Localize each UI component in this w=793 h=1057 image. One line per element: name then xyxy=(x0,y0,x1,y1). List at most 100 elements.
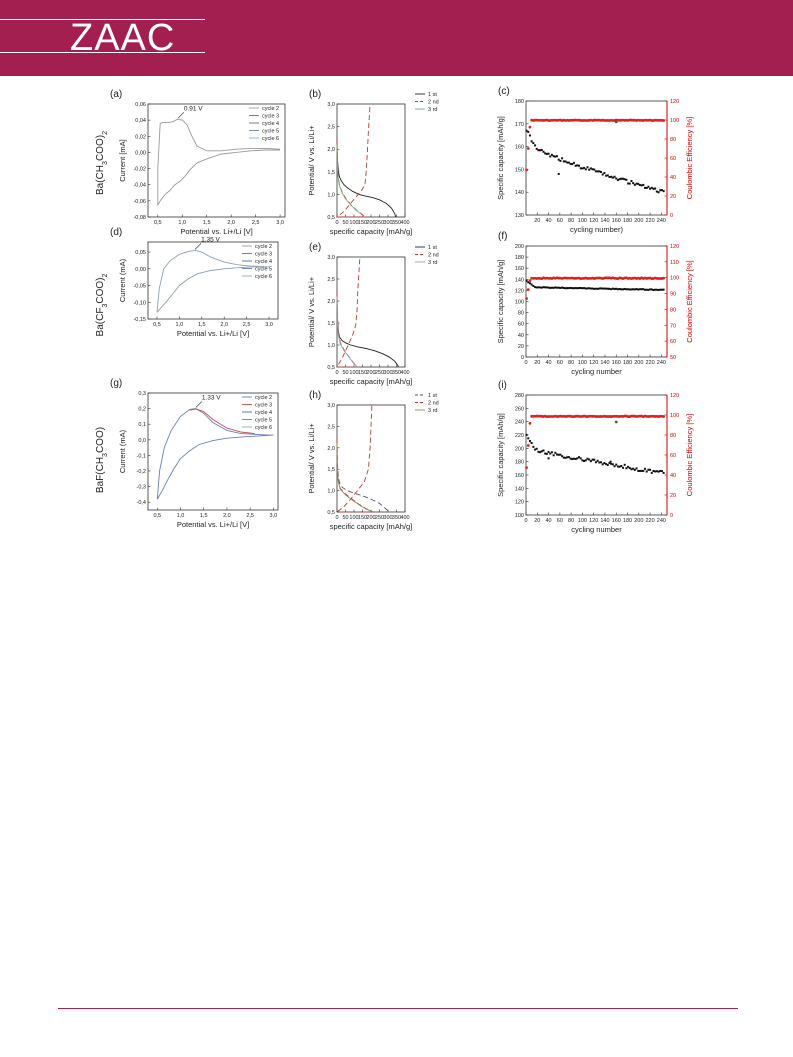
y2-tick-label: 50 xyxy=(670,355,676,361)
y-tick-label: 180 xyxy=(515,99,524,105)
efficiency-point xyxy=(528,421,532,425)
capacity-point xyxy=(635,182,638,185)
capacity-point xyxy=(544,286,547,289)
capacity-point xyxy=(549,452,552,455)
capacity-point xyxy=(554,451,557,454)
capacity-point xyxy=(659,469,662,472)
x-tick-label: 240 xyxy=(657,218,666,224)
capacity-point xyxy=(561,157,564,160)
capacity-point xyxy=(534,286,537,289)
y-tick-label: 0 xyxy=(521,355,524,361)
legend-label: cycle 4 xyxy=(262,121,279,127)
capacity-point xyxy=(632,288,635,291)
capacity-point xyxy=(547,152,550,155)
capacity-point xyxy=(574,287,577,290)
capacity-point xyxy=(530,140,533,143)
plot-frame xyxy=(147,103,286,218)
capacity-point xyxy=(571,163,574,166)
legend-label: 2 nd xyxy=(428,253,439,259)
capacity-point xyxy=(623,463,626,466)
capacity-point xyxy=(579,167,582,170)
x-tick-label: 100 xyxy=(349,515,358,521)
capacity-point xyxy=(569,162,572,165)
capacity-point xyxy=(528,440,531,443)
y-tick-label: 2,0 xyxy=(327,299,335,305)
x-tick-label: 60 xyxy=(557,360,563,366)
capacity-point xyxy=(537,450,540,453)
y-tick-label: 80 xyxy=(518,311,524,317)
y-tick-label: -0,04 xyxy=(133,183,146,189)
capacity-point xyxy=(545,452,548,455)
x-tick-label: 20 xyxy=(534,360,540,366)
y-tick-label: 3,0 xyxy=(327,403,335,409)
capacity-point xyxy=(545,152,548,155)
efficiency-point xyxy=(526,147,530,150)
capacity-point xyxy=(550,286,553,289)
capacity-point xyxy=(650,186,653,189)
capacity-point xyxy=(659,288,662,291)
capacity-point xyxy=(606,174,609,177)
capacity-point xyxy=(627,182,630,185)
capacity-point xyxy=(567,287,570,290)
capacity-point xyxy=(593,168,596,171)
capacity-point xyxy=(566,161,569,164)
capacity-point xyxy=(600,461,603,464)
capacity-point xyxy=(600,287,603,290)
row-label: Ba(CH3COO)2 xyxy=(95,131,109,195)
x-tick-label: 2,5 xyxy=(252,220,260,226)
capacity-point xyxy=(601,463,604,466)
capacity-point xyxy=(567,161,570,164)
capacity-point xyxy=(642,183,645,186)
capacity-point xyxy=(534,144,537,147)
y2-tick-label: 120 xyxy=(670,99,679,105)
capacity-point xyxy=(542,150,545,153)
panel-f: (f)0 20 40 60 80 100 120 140 160 180 200 220 2400204… xyxy=(496,231,694,376)
capacity-point xyxy=(662,471,665,474)
x-tick-label: 3,0 xyxy=(265,322,273,328)
row-label: BaF(CH3COO) xyxy=(95,427,109,493)
capacity-point xyxy=(608,175,611,178)
capacity-point xyxy=(630,180,633,183)
capacity-point xyxy=(572,457,575,460)
capacity-point xyxy=(611,287,614,290)
legend-label: cycle 5 xyxy=(255,418,272,424)
capacity-point xyxy=(635,467,638,470)
y-tick-label: 0,04 xyxy=(135,118,146,124)
capacity-point xyxy=(539,149,542,152)
capacity-point xyxy=(610,175,613,178)
capacity-point xyxy=(578,456,581,459)
plot-frame xyxy=(336,256,406,368)
series-line-2-nd xyxy=(335,404,374,513)
x-axis-label: cycling number xyxy=(571,525,622,534)
capacity-point xyxy=(613,175,616,178)
y-tick-label: 60 xyxy=(518,322,524,328)
capacity-point xyxy=(571,287,574,290)
x-tick-label: 100 xyxy=(578,518,587,524)
capacity-point xyxy=(642,469,645,472)
x-tick-label: 120 xyxy=(589,218,598,224)
capacity-point xyxy=(625,467,628,470)
y2-axis-label: Coulombic Efficiency [%] xyxy=(685,260,694,342)
legend-label: cycle 4 xyxy=(255,259,272,265)
capacity-point xyxy=(654,470,657,473)
capacity-point xyxy=(645,186,648,189)
capacity-point xyxy=(613,465,616,468)
y2-tick-label: 60 xyxy=(670,453,676,459)
x-tick-label: 300 xyxy=(383,220,392,226)
capacity-point xyxy=(586,287,589,290)
y-tick-label: 0,00 xyxy=(135,150,146,156)
capacity-point xyxy=(530,442,533,445)
capacity-point xyxy=(596,459,599,462)
x-tick-label: 0,5 xyxy=(154,220,162,226)
capacity-point xyxy=(544,152,547,155)
capacity-point xyxy=(581,459,584,462)
y-axis-label: Specific capacity [mAh/g] xyxy=(496,116,505,200)
series-line-cycle-2 xyxy=(156,408,274,500)
x-axis-label: cycling number xyxy=(571,367,622,376)
x-tick-label: 200 xyxy=(634,518,643,524)
capacity-point xyxy=(572,287,575,290)
efficiency-point xyxy=(525,466,528,470)
x-tick-label: 120 xyxy=(589,360,598,366)
y-tick-label: 0,5 xyxy=(327,215,335,221)
capacity-point xyxy=(559,286,562,289)
